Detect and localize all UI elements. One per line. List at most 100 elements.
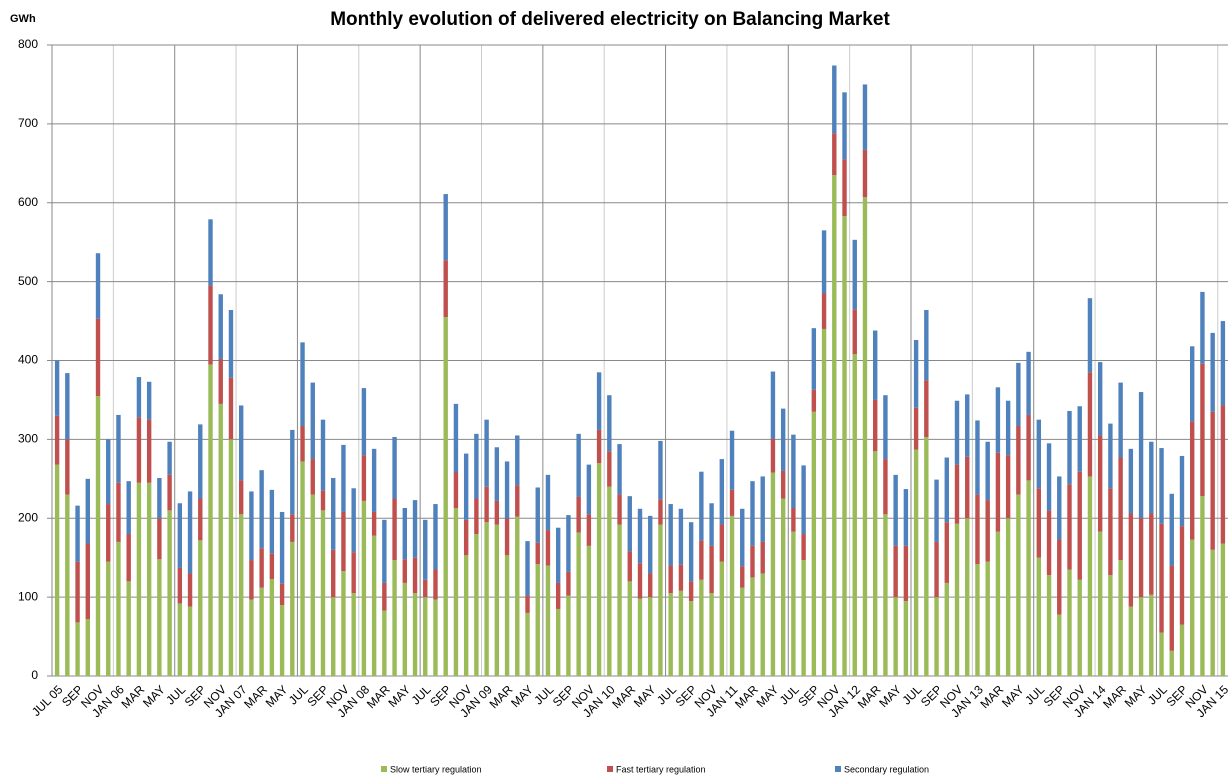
bar-segment [177,603,183,676]
bar-segment [596,429,602,464]
bar-segment [699,540,704,580]
bar-segment [648,573,653,598]
bar-segment [1210,549,1215,676]
bar-segment [729,489,735,516]
bar-segment [361,500,367,676]
bar-segment [801,560,806,676]
bar-segment [965,456,970,519]
bar-segment [54,464,60,676]
bar-segment [842,216,847,676]
bar-segment [177,503,183,568]
bar-segment [832,175,837,677]
bar-segment [167,510,172,676]
bar-segment [1097,362,1103,436]
bar-segment [1149,594,1154,676]
bar-segment [1220,405,1226,544]
bar-segment [576,532,581,676]
bar-segment [146,381,152,420]
bar-segment [709,593,714,676]
bar-segment [576,496,581,533]
bar-segment [637,598,643,676]
bar-segment [852,239,857,310]
y-tick-label: 200 [18,510,38,524]
bar-segment [729,515,735,676]
bar-segment [586,514,592,546]
bar-segment [106,439,111,505]
bar-segment [1220,543,1226,676]
bar-segment [627,496,632,552]
bar-segment [371,448,377,512]
bar-segment [1190,421,1195,540]
bar-segment [566,595,571,676]
bar-segment [474,433,479,499]
bar-segment [382,582,387,611]
bar-segment [157,518,162,560]
bar-segment [709,545,714,594]
bar-segment [433,599,438,676]
bar-segment [893,474,898,546]
bar-segment [228,377,234,440]
bar-segment [1067,569,1072,676]
y-tick-label: 700 [18,116,38,130]
bar-segment [198,540,203,676]
bar-segment [873,451,878,676]
bar-segment [310,494,315,676]
bar-segment [883,459,888,515]
bar-segment [740,508,745,567]
bar-segment [269,489,275,554]
bar-segment [811,389,817,412]
bar-segment [300,461,305,676]
bar-segment [249,491,254,561]
bar-segment [187,491,193,574]
bar-segment [1128,606,1134,676]
bar-segment [371,535,377,676]
bar-segment [392,498,397,561]
bar-segment [1087,476,1093,676]
bar-segment [1046,510,1052,576]
bar-segment [341,571,346,676]
bar-segment [331,478,336,550]
bar-segment [832,133,837,176]
bar-segment [658,524,663,676]
bar-segment [494,524,500,676]
bar-segment [187,573,193,607]
bar-segment [586,545,592,676]
bar-segment [259,470,264,549]
bar-segment [412,593,418,676]
bar-segment [668,593,673,676]
bar-segment [913,339,919,408]
y-tick-label: 600 [18,195,38,209]
bar-segment [525,595,530,613]
bar-segment [95,253,101,319]
bar-segment [944,522,949,583]
bar-segment [811,411,817,676]
bar-segment [198,424,203,499]
bar-segment [463,453,469,520]
bar-segment [433,504,438,570]
bar-segment [85,543,90,620]
bar-segment [760,541,765,574]
bar-segment [637,508,643,564]
bar-segment [453,472,459,508]
bar-segment [607,395,612,452]
bar-segment [893,545,898,598]
bar-segment [811,328,817,390]
y-tick-label: 800 [18,37,38,51]
bar-segment [627,581,632,676]
bar-segment [382,610,387,676]
bar-segment [1005,400,1011,456]
bar-segment [279,511,285,584]
bar-segment [862,149,868,198]
bar-segment [555,608,561,676]
bar-segment [750,577,755,676]
bar-segment [617,494,622,525]
bar-segment [842,159,847,217]
bar-segment [525,541,530,596]
bar-segment [668,504,673,566]
bar-segment [412,557,418,594]
bar-segment [545,565,551,676]
bar-segment [106,504,111,562]
bar-segment [1210,332,1215,412]
bar-segment [1138,597,1144,676]
bar-segment [842,92,847,160]
